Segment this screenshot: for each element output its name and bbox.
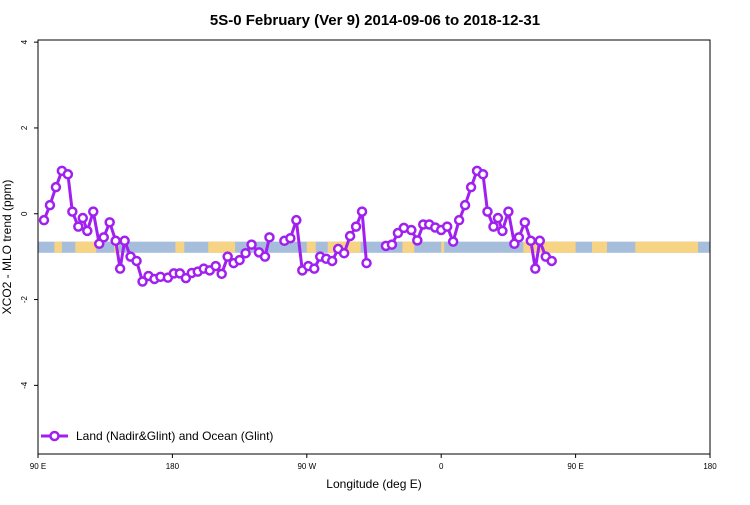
data-point [259,251,271,262]
land-segment [592,241,607,253]
x-axis: 90 E 180 90 W 0 90 E 180 [30,454,717,471]
data-point [234,254,245,266]
data-point [534,235,546,247]
land-segment [54,241,62,253]
data-point [356,206,368,217]
legend-label: Land (Nadir&Glint) and Ocean (Glint) [76,429,273,443]
y-tick-label: -2 [20,295,29,303]
data-point [222,251,233,262]
data-point [210,260,221,272]
data-point [350,221,362,232]
data-point [50,181,62,193]
data-point [131,255,142,267]
data-point [465,181,477,193]
data-point [459,199,471,211]
data-point [453,214,465,226]
data-point [513,232,525,243]
data-point [88,206,99,217]
y-axis-title: XCO2 - MLO trend (ppm) [0,180,14,315]
data-point [338,247,350,259]
data-point [519,217,531,228]
data-point [246,239,257,250]
data-point [82,225,93,237]
x-tick-label: 90 E [30,462,46,471]
land-segment [402,241,415,253]
data-layer [38,165,710,287]
x-tick-label: 90 W [297,462,316,471]
y-tick-label: 0 [20,211,29,216]
x-tick-label: 0 [439,462,444,471]
plot-frame [37,39,711,455]
y-axis: -4 -2 0 2 4 [20,39,38,389]
data-point [525,235,537,247]
data-point [406,224,417,236]
data-point [386,239,398,250]
data-point [441,221,453,232]
land-segment [175,241,185,253]
data-point [114,263,126,274]
data-point [482,206,493,217]
data-point [38,214,50,226]
y-tick-label: 4 [20,39,29,44]
data-point [477,169,489,180]
land-segment [441,241,445,253]
data-point [447,236,459,247]
land-segment [208,241,236,253]
data-point [326,255,338,267]
land-segment [523,241,576,253]
data-point [67,206,78,217]
data-point [110,235,121,247]
data-point [344,230,356,242]
data-point [137,276,148,287]
chart-title: 5S-0 February (Ver 9) 2014-09-06 to 2018… [210,12,540,29]
x-axis-title: Longitude (deg E) [326,477,421,491]
data-point [285,232,296,244]
land-segment [306,241,316,253]
land-segment [75,241,97,253]
data-point [216,268,227,280]
data-point [73,221,84,232]
legend-marker-swatch [49,430,60,442]
data-point [119,235,130,247]
x-tick-label: 180 [166,462,180,471]
y-tick-label: -4 [20,381,29,389]
ocean-band [38,241,710,253]
data-point [309,263,320,274]
data-point [361,257,372,269]
data-point [104,217,115,228]
legend: Land (Nadir&Glint) and Ocean (Glint) [41,429,273,443]
data-point [77,212,89,224]
land-segment [327,241,361,253]
data-point [530,263,541,274]
data-point [98,232,109,243]
data-point [503,206,514,217]
y-tick-label: 2 [20,125,29,130]
land-segment [635,241,699,253]
data-point [492,212,504,224]
data-point [497,225,508,237]
data-point [240,247,251,259]
data-point [488,221,499,232]
data-point [44,199,56,211]
data-point [291,214,302,226]
x-tick-label: 180 [703,462,717,471]
data-point [412,235,423,246]
data-point [62,169,74,180]
x-tick-label: 90 E [567,462,583,471]
data-point [546,255,557,267]
data-point [264,232,275,243]
